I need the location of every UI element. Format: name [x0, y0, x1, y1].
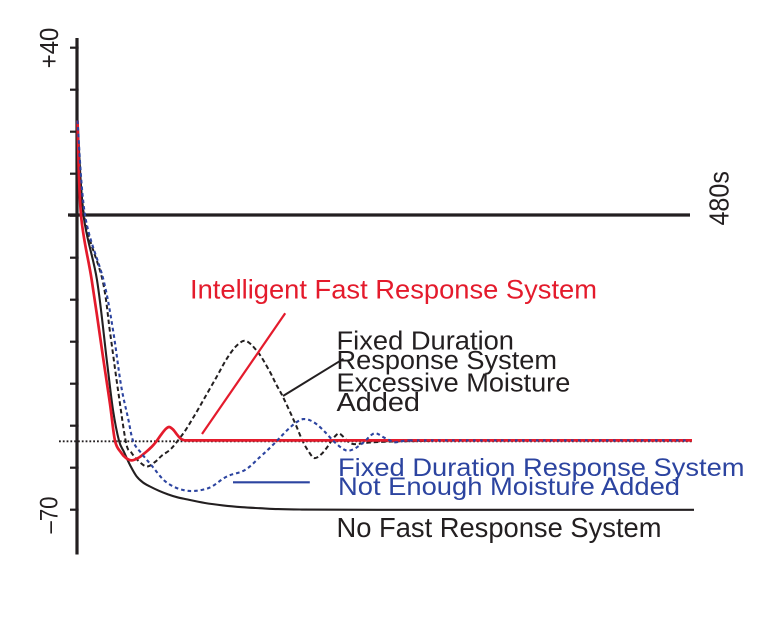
svg-text:Fixed Duration Response System: Fixed Duration Response System — [338, 454, 745, 482]
svg-text:Added: Added — [337, 387, 421, 417]
svg-text:–70: –70 — [36, 497, 64, 534]
svg-text:Not Enough Moisture Added: Not Enough Moisture Added — [338, 473, 680, 501]
svg-text:No Fast Response System: No Fast Response System — [337, 512, 662, 543]
svg-text:Response System: Response System — [337, 345, 558, 375]
svg-text:Excessive Moisture: Excessive Moisture — [337, 368, 571, 398]
svg-text:Fixed Duration: Fixed Duration — [337, 325, 515, 355]
svg-text:480s: 480s — [704, 171, 735, 226]
svg-text:Intelligent Fast Response Syst: Intelligent Fast Response System — [190, 275, 597, 305]
svg-text:+40: +40 — [36, 28, 64, 69]
